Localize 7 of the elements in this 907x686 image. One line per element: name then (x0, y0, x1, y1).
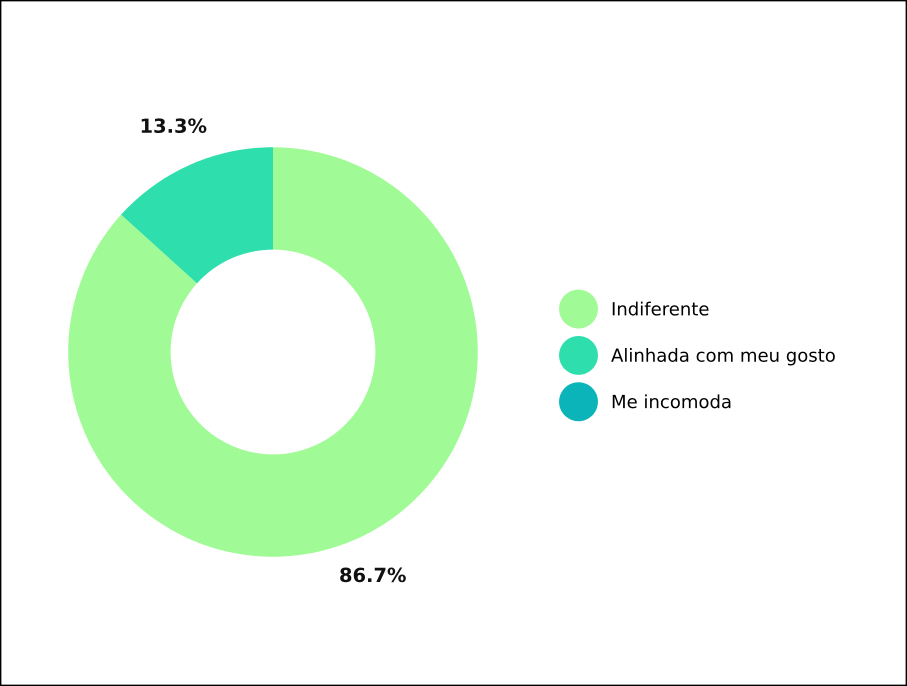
legend-label: Indiferente (612, 302, 709, 316)
legend-label: Me incomoda (612, 394, 730, 408)
donut-slice (68, 147, 478, 557)
legend-label: Alinhada com meu gosto (611, 348, 835, 366)
donut-slice (121, 147, 273, 284)
data-label: 13.3% (142, 118, 206, 134)
data-label: 86.7% (340, 568, 406, 582)
